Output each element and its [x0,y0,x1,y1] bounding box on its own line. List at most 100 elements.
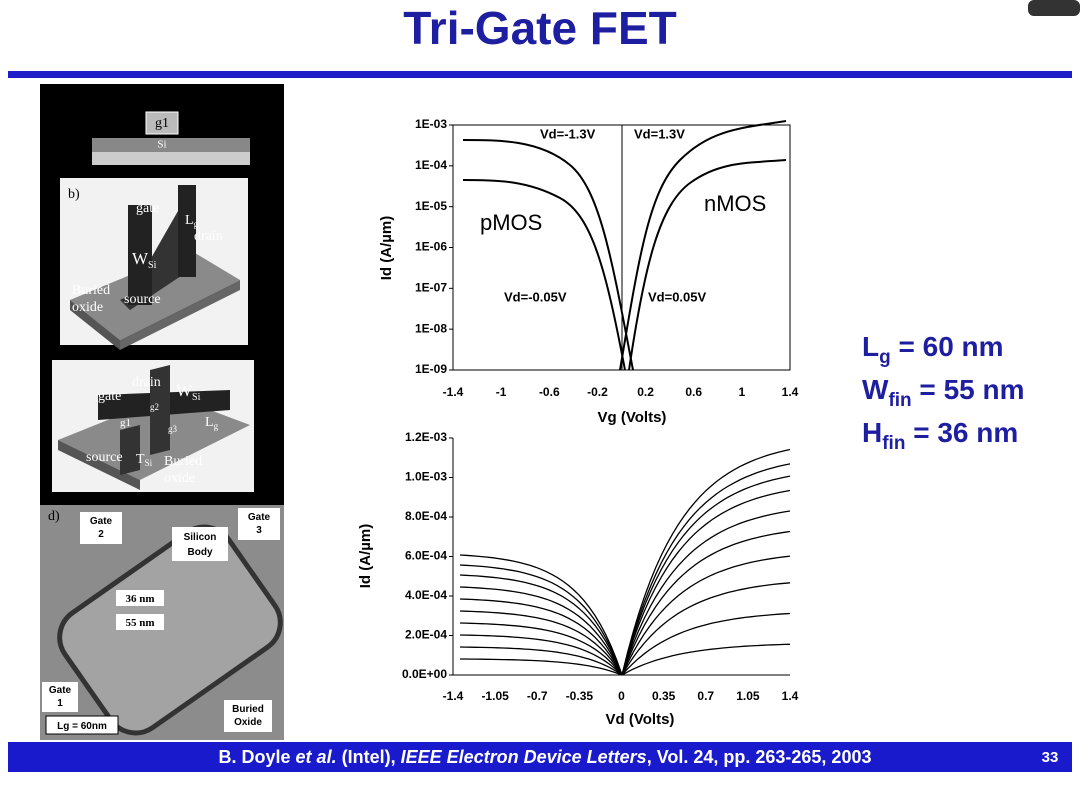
y-tick-label: 1.0E-03 [405,470,447,484]
label: Gate [90,516,113,527]
y-tick-label: 1E-04 [415,158,447,172]
label: 36 nm [125,593,154,605]
curve [621,582,791,676]
label: Buried [232,704,264,715]
footer-bar [8,742,1072,772]
x-tick-label: 1.4 [782,689,799,703]
label: L [185,213,194,228]
label-box [224,700,272,732]
label: b) [68,187,80,202]
label: g1 [155,116,169,131]
label: Lg = 60nm [57,721,107,732]
label: oxide [164,471,195,486]
label: L [205,415,214,430]
x-tick-label: -0.7 [527,689,548,703]
label: drain [194,229,223,244]
label: T [136,452,145,467]
shape [58,440,140,490]
title: Tri-Gate FET [403,2,676,54]
citation: B. Doyle et al. (Intel), IEEE Electron D… [219,747,872,767]
spec-value: = 60 nm [891,331,1004,362]
label-box [116,614,164,630]
spec-symbol: H [862,417,882,448]
transfer-plot: Vd=-1.3V Vd=1.3V pMOS nMOS Vd=-0.05V Vd=… [378,117,799,426]
label: Si [145,458,153,468]
x-tick-label: 1.05 [736,689,760,703]
y-tick-label: 4.0E-04 [405,588,447,602]
label: 3 [256,525,262,536]
label: g [214,421,219,431]
label: Body [188,547,213,558]
label: 1 [57,698,63,709]
x-tick-label: -0.6 [539,385,560,399]
shape [70,250,240,340]
annotation: pMOS [480,210,542,235]
label: drain [132,375,161,390]
label: W [176,381,193,400]
annotation: Vd=-0.05V [504,289,567,304]
citation-part: IEEE Electron Device Letters [401,747,647,767]
curve [619,120,787,371]
curve [621,463,791,676]
curve [459,564,623,676]
curve [459,634,623,676]
label: Oxide [234,717,262,728]
citation-part: et al. [296,747,337,767]
curve [621,530,791,676]
shape [120,425,140,475]
x-tick-label: 1.4 [782,385,799,399]
x-tick-label: -1.05 [481,689,509,703]
label: 2 [98,529,104,540]
label: Gate [248,512,271,523]
x-tick-label: 0.35 [652,689,676,703]
label: WSi [132,249,157,271]
curve [459,598,623,676]
x-axis-label: Vd (Volts) [606,711,675,728]
x-tick-label: -0.2 [587,385,608,399]
curve [459,646,623,676]
label-box [238,508,280,540]
x-tick-label: -1.4 [443,385,464,399]
y-tick-label: 1E-07 [415,281,447,295]
annotation: Vd=1.3V [634,126,685,141]
shape [120,280,240,350]
spec-symbol: L [862,331,879,362]
shape [128,205,152,305]
label: Si [192,392,201,403]
label: g3 [168,424,178,434]
shape [145,111,179,135]
x-tick-label: -1 [496,385,507,399]
annotation: Vd=-1.3V [540,126,596,141]
annotation: Vd=0.05V [648,289,707,304]
label: oxide [72,300,103,315]
curve [460,658,623,676]
shape [178,185,196,277]
title-rule [8,71,1072,78]
spec-symbol: W [862,374,889,405]
label-box [116,590,164,606]
label: Si [148,260,157,271]
label: gate [136,201,159,216]
page-number: 33 [1042,749,1059,766]
spec-sub: fin [888,390,911,411]
label-box [45,715,119,735]
y-tick-label: 1E-06 [415,240,447,254]
label: Gate [49,685,72,696]
label: Lg [185,213,199,229]
y-tick-label: 1E-08 [415,321,447,335]
y-tick-label: 0.0E+00 [402,667,447,681]
curve [621,612,791,676]
label: gate [98,389,121,404]
curve [462,139,634,371]
curve [621,489,791,676]
citation-part: , Vol. 24, pp. 263-265, 2003 [647,747,872,767]
label: Buried [72,283,110,298]
label: Silicon [184,532,217,543]
shape [70,300,120,350]
label: Buried [164,454,202,469]
x-tick-label: 0.2 [637,385,654,399]
label: W [132,249,149,268]
label-box [172,527,228,561]
curve [459,586,623,676]
